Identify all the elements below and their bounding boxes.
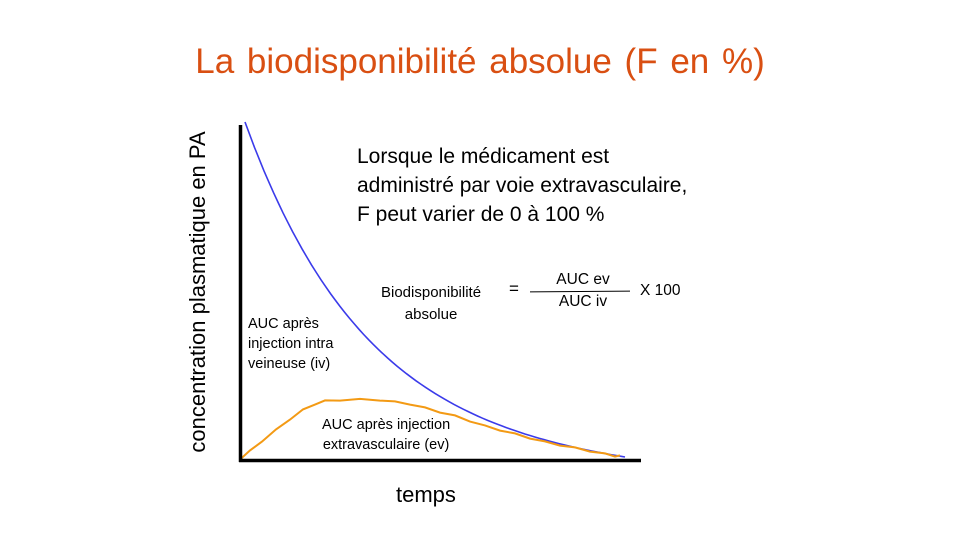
ev-curve-label: AUC après injection extravasculaire (ev) (322, 415, 450, 455)
iv-curve-label: AUC après injection intra veineuse (iv) (248, 314, 333, 374)
formula-lhs: Biodisponibilité absolue (381, 282, 481, 326)
ev-concentration-curve (240, 397, 621, 460)
formula-lhs-line: absolue (404, 306, 458, 323)
formula-equals: = (509, 279, 519, 298)
formula-denominator: AUC iv (558, 293, 608, 310)
formula-numerator: AUC ev (556, 271, 610, 288)
iv-label-line: AUC après (248, 316, 319, 332)
iv-concentration-curve (244, 121, 626, 458)
ev-label-line: extravasculaire (ev) (322, 437, 450, 453)
formula-multiplier: X 100 (640, 282, 681, 299)
statement-line: F peut varier de 0 à 100 % (357, 203, 605, 226)
x-axis-label: temps (396, 482, 456, 507)
statement-line: administré par voie extravasculaire, (357, 174, 688, 197)
formula-lhs-line: Biodisponibilité (381, 284, 482, 301)
iv-label-line: veineuse (iv) (248, 356, 331, 372)
slide-title: La biodisponibilité absolue (F en %) (195, 42, 765, 81)
iv-label-line: injection intra (248, 336, 334, 352)
statement-line: Lorsque le médicament est (357, 145, 610, 168)
statement-text: Lorsque le médicament est administré par… (357, 142, 687, 229)
ev-label-line: AUC après injection (322, 417, 451, 433)
